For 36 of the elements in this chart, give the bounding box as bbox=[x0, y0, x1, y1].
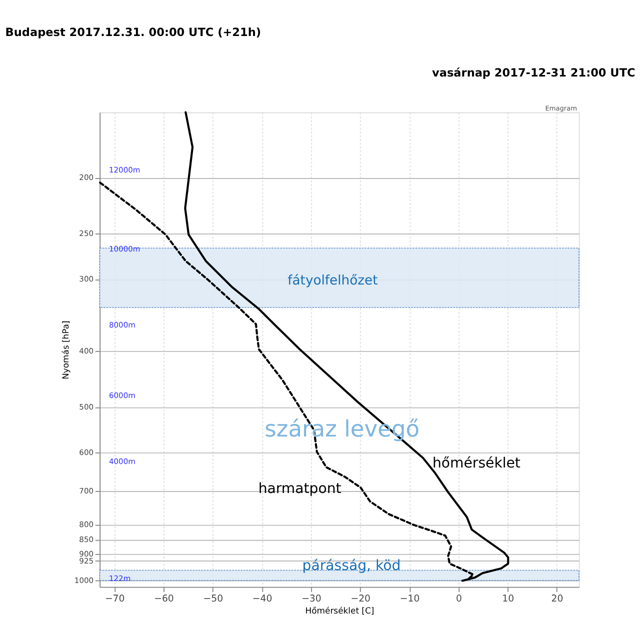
y-tick-label: 400 bbox=[79, 346, 94, 356]
y-tick-label: 200 bbox=[79, 173, 94, 182]
y-tick-label: 850 bbox=[79, 535, 94, 544]
y-tick-label: 900 bbox=[79, 549, 94, 558]
annotation: 10000m bbox=[109, 244, 140, 254]
y-tick-label: 800 bbox=[79, 520, 94, 529]
y-tick-label: 300 bbox=[79, 274, 94, 284]
x-tick-label: −10 bbox=[400, 593, 420, 604]
x-axis-title: Hőmérséklet [C] bbox=[305, 606, 374, 616]
annotation: 122m bbox=[109, 574, 131, 584]
annotation: fátyolfelhőzet bbox=[288, 273, 378, 288]
y-tick-label: 1000 bbox=[74, 576, 94, 585]
annotation: hőmérséklet bbox=[432, 456, 521, 472]
y-tick-label: 600 bbox=[79, 448, 94, 457]
y-tick-label: 700 bbox=[79, 486, 94, 496]
x-tick-label: −70 bbox=[104, 593, 125, 604]
annotation: 8000m bbox=[109, 320, 136, 330]
annotation: 6000m bbox=[109, 390, 136, 400]
x-tick-label: −60 bbox=[154, 593, 174, 604]
y-tick-label: 250 bbox=[79, 228, 94, 238]
annotation: harmatpont bbox=[258, 480, 342, 497]
annotation: 12000m bbox=[109, 165, 140, 174]
x-tick-label: 10 bbox=[502, 593, 514, 604]
annotation: 4000m bbox=[109, 456, 136, 466]
x-tick-label: 0 bbox=[456, 593, 462, 604]
chart-subtitle: vasárnap 2017-12-31 21:00 UTC bbox=[432, 66, 636, 80]
x-tick-label: −30 bbox=[302, 593, 322, 604]
y-tick-label: 500 bbox=[79, 402, 94, 412]
x-tick-label: −20 bbox=[350, 593, 371, 604]
y-tick-label: 925 bbox=[79, 556, 94, 566]
x-tick-label: −40 bbox=[252, 593, 272, 604]
chart-title: Budapest 2017.12.31. 00:00 UTC (+21h) bbox=[5, 26, 262, 40]
x-tick-label: 20 bbox=[551, 593, 564, 604]
annotation: párásság, köd bbox=[302, 558, 401, 574]
y-axis-title: Nyomás [hPa] bbox=[60, 320, 71, 380]
x-tick-label: −50 bbox=[203, 593, 224, 604]
